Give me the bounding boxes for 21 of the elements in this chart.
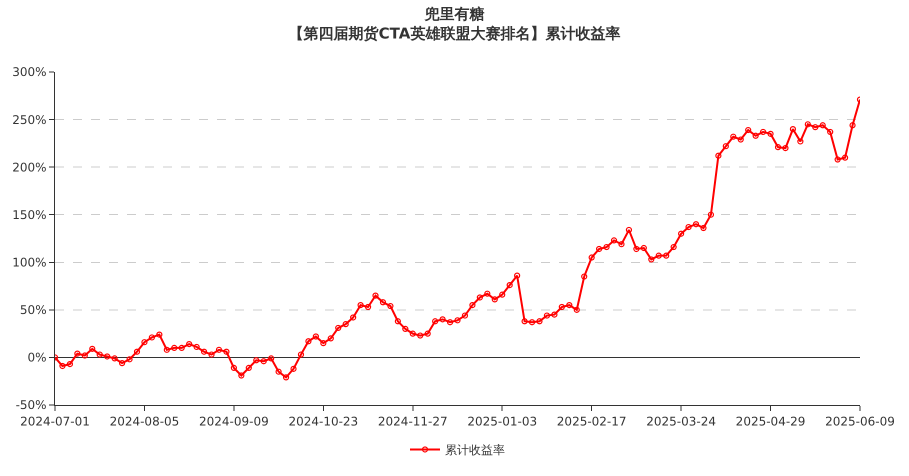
chart-subtitle: 【第四届期货CTA英雄联盟大赛排名】累计收益率	[288, 24, 620, 43]
chart-title: 兜里有糖	[424, 5, 484, 24]
y-tick-label: 200%	[12, 160, 47, 174]
x-tick-label: 2024-09-09	[199, 414, 269, 428]
x-tick-label: 2024-10-23	[288, 414, 358, 428]
y-tick-label: -50%	[16, 398, 47, 412]
y-tick-label: 150%	[12, 208, 47, 222]
x-tick-label: 2024-07-01	[20, 414, 90, 428]
y-tick-label: 50%	[20, 303, 47, 318]
x-tick-label: 2024-11-27	[378, 414, 448, 428]
legend-label: 累计收益率	[445, 443, 505, 458]
x-tick-label: 2025-02-17	[556, 414, 627, 428]
y-tick-label: 250%	[12, 112, 47, 127]
x-tick-label: 2025-01-03	[467, 414, 538, 428]
y-tick-label: 100%	[12, 255, 47, 270]
y-tick-label: 300%	[12, 65, 47, 80]
x-tick-label: 2025-03-24	[646, 414, 716, 428]
y-tick-label: 0%	[28, 350, 47, 365]
x-tick-label: 2025-04-29	[736, 414, 806, 428]
x-tick-label: 2025-06-09	[825, 414, 895, 428]
x-tick-label: 2024-08-05	[110, 414, 180, 428]
